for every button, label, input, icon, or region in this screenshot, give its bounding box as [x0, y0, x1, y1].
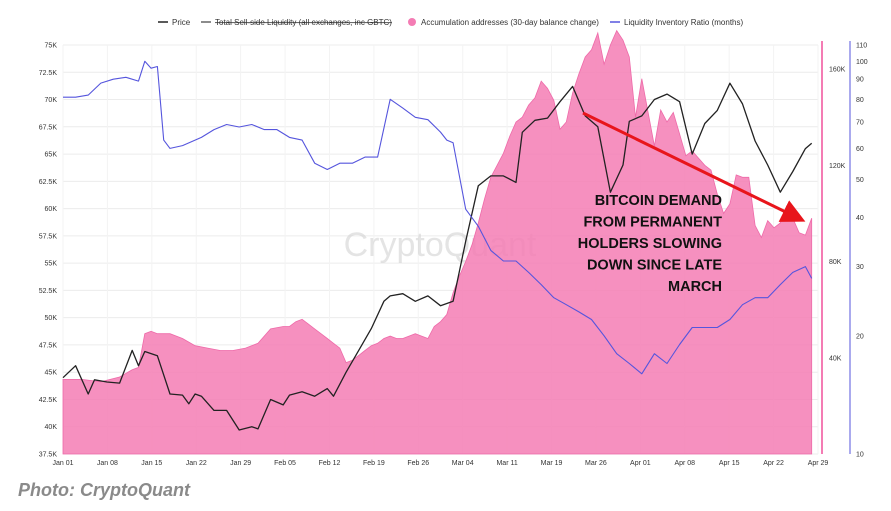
annotation-line: HOLDERS SLOWING: [578, 236, 722, 252]
axis-layer: 37.5K 40K 42.5K 45K 47.5K 50K 52.5K 55K 57.5K 60K…: [39, 41, 868, 467]
x-tick-label: Mar 26: [585, 460, 607, 467]
x-tick-label: Jan 01: [52, 460, 73, 467]
y-right-tick-label: 110: [856, 43, 867, 50]
annotation-line: MARCH: [668, 279, 722, 295]
legend-label: Price: [172, 18, 191, 27]
accumulation-area-layer: [62, 29, 813, 455]
y-right-tick-label: 70: [856, 120, 864, 127]
x-tick-label: Feb 12: [319, 460, 341, 467]
x-tick-label: Apr 15: [719, 460, 740, 467]
x-tick-label: Jan 15: [141, 460, 162, 467]
y-left-tick-label: 72.5K: [39, 70, 58, 77]
x-tick-label: Mar 04: [452, 460, 474, 467]
y-left-tick-label: 67.5K: [39, 124, 58, 131]
x-tick-label: Apr 22: [763, 460, 784, 467]
y-mid-tick-label: 80K: [829, 259, 842, 266]
y-right-tick-label: 100: [856, 59, 868, 66]
y-left-tick-label: 62.5K: [39, 179, 58, 186]
legend-label: Liquidity Inventory Ratio (months): [624, 18, 744, 27]
y-left-tick-label: 47.5K: [39, 342, 58, 349]
x-tick-label: Apr 08: [674, 460, 695, 467]
x-tick-label: Mar 11: [496, 460, 517, 467]
x-tick-label: Jan 29: [230, 460, 251, 467]
y-left-tick-label: 55K: [45, 261, 58, 268]
x-tick-label: Jan 08: [97, 460, 118, 467]
annotation-line: BITCOIN DEMAND: [595, 193, 722, 209]
y-right-tick-label: 50: [856, 177, 864, 184]
y-left-tick-label: 40K: [45, 424, 58, 431]
y-right-tick-label: 90: [856, 77, 864, 84]
y-right-tick-label: 10: [856, 452, 864, 459]
y-right-tick-label: 80: [856, 97, 864, 104]
y-right-tick-label: 40: [856, 215, 864, 222]
y-left-tick-label: 37.5K: [39, 452, 58, 459]
y-left-tick-label: 57.5K: [39, 233, 58, 240]
x-tick-label: Apr 01: [630, 460, 651, 467]
chart-svg: CryptoQuant 37.5K40K42.5K45K47.5K50K52.5…: [39, 18, 868, 467]
y-right-tick-label: 30: [856, 264, 864, 271]
y-left-tick-label: 45K: [45, 370, 58, 377]
x-tick-label: Jan 22: [186, 460, 207, 467]
y-left-tick-label: 52.5K: [39, 288, 58, 295]
legend-label: Total Sell-side Liquidity (all exchanges…: [215, 18, 392, 27]
annotation-line: FROM PERMANENT: [583, 215, 722, 231]
y-left-tick-label: 60K: [45, 206, 58, 213]
y-left-tick-label: 65K: [45, 152, 58, 159]
y-mid-tick-label: 120K: [829, 163, 846, 170]
y-right-tick-label: 60: [856, 146, 864, 153]
price-line: [62, 82, 813, 431]
legend: Price Total Sell-side Liquidity (all exch…: [158, 18, 744, 27]
photo-caption: Photo: CryptoQuant: [18, 480, 190, 500]
legend-swatch: [408, 18, 416, 26]
y-left-tick-label: 75K: [45, 43, 58, 50]
y-left-tick-label: 42.5K: [39, 397, 58, 404]
chart: CryptoQuant 37.5K 40K 42.5K 45K 47.5K 50K 52.5…: [39, 18, 868, 467]
annotation: BITCOIN DEMAND FROM PERMANENT HOLDERS SLOW…: [578, 193, 723, 295]
y-right-tick-label: 20: [856, 333, 864, 340]
trend-arrow: [582, 111, 806, 222]
legend-label: Accumulation addresses (30-day balance c…: [421, 18, 599, 27]
x-tick-label: Feb 05: [274, 460, 296, 467]
annotation-line: DOWN SINCE LATE: [587, 258, 722, 274]
x-tick-label: Feb 26: [407, 460, 429, 467]
x-tick-label: Apr 29: [808, 460, 829, 467]
y-left-tick-label: 70K: [45, 97, 58, 104]
y-mid-tick-label: 160K: [829, 67, 846, 74]
x-tick-label: Feb 19: [363, 460, 385, 467]
y-left-tick-label: 50K: [45, 315, 58, 322]
line-layer: [62, 60, 813, 431]
x-tick-label: Mar 19: [541, 460, 563, 467]
y-mid-tick-label: 40K: [829, 355, 842, 362]
accumulation-area: [62, 29, 813, 455]
liquidity-ratio-line: [63, 60, 813, 375]
